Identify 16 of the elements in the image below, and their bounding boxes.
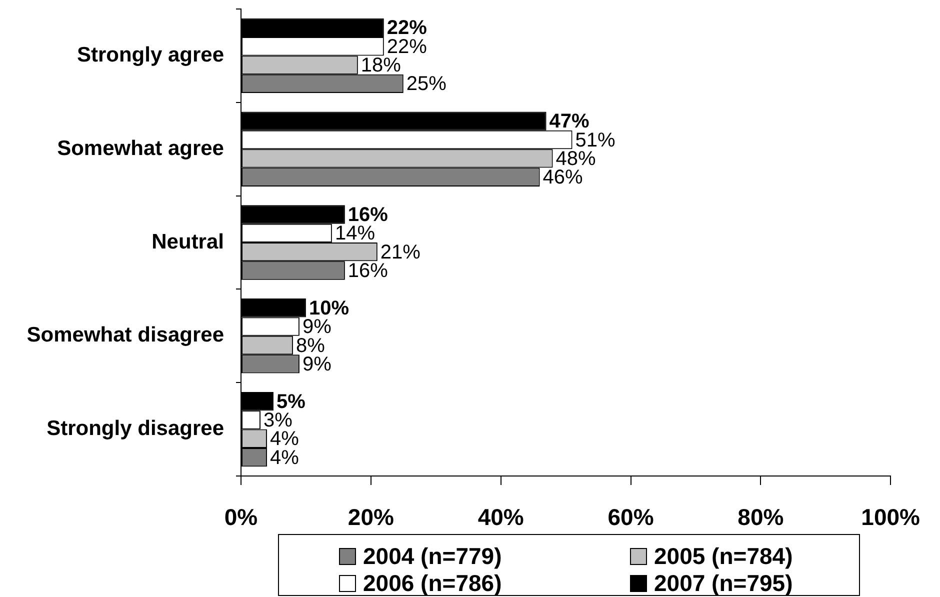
y-tick-label: Strongly disagree <box>46 417 224 440</box>
x-tick-label: 0% <box>224 504 258 530</box>
legend-label: 2007 (n=795) <box>654 570 793 596</box>
x-tick-label: 100% <box>861 504 920 530</box>
x-tick-label: 80% <box>738 504 784 530</box>
legend-label: 2004 (n=779) <box>363 543 502 569</box>
y-tick-label: Somewhat disagree <box>26 324 224 347</box>
y-tick-label: Somewhat agree <box>57 136 224 160</box>
data-label: 25% <box>406 73 447 96</box>
x-tick-label: 40% <box>478 504 524 530</box>
x-tick-label: 60% <box>608 504 654 530</box>
y-tick-label: Strongly agree <box>76 43 224 66</box>
y-tick-label: Neutral <box>152 230 224 254</box>
legend-label: 2005 (n=784) <box>654 543 793 569</box>
x-tick-label: 20% <box>348 504 394 530</box>
legend-label: 2006 (n=786) <box>363 570 502 596</box>
